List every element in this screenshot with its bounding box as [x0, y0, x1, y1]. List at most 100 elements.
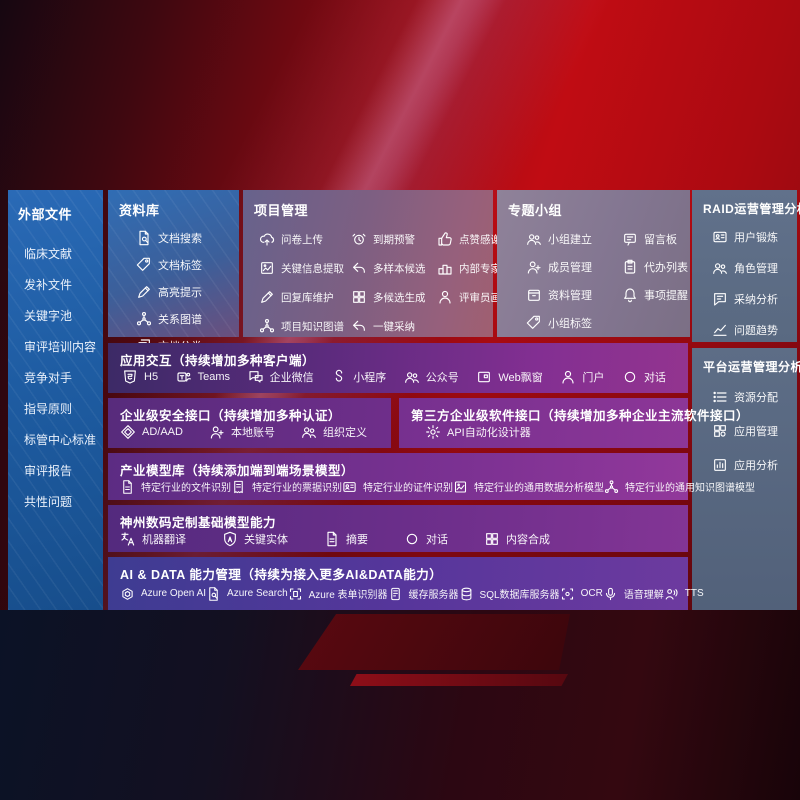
panel-title: 外部文件	[18, 207, 73, 222]
feature-label: 语音理解	[623, 590, 664, 601]
panel-title: 平台运营管理分析	[703, 360, 800, 374]
row-title: 神州数码定制基础模型能力	[120, 516, 277, 530]
feature-label: Teams	[197, 371, 231, 383]
chart-box-icon	[712, 457, 728, 473]
people-icon	[301, 424, 317, 440]
row-title: AI & DATA 能力管理（持续为接入更多AI&DATA能力）	[120, 568, 443, 582]
people-icon	[404, 369, 420, 385]
feature-item: 关系图谱	[136, 311, 228, 327]
feature-item: 缓存服务器	[388, 586, 459, 601]
feature-label: AD/AAD	[142, 426, 183, 438]
feature-label: 用户锻炼	[734, 232, 778, 244]
mini-program-icon	[331, 369, 347, 385]
feature-item: Web飘窗	[476, 369, 543, 385]
feature-item: TTS	[664, 586, 704, 601]
feature-item: 特定行业的证件识别	[342, 479, 453, 494]
pen-icon	[136, 284, 152, 300]
reply-icon	[351, 318, 367, 334]
feature-label: 企业微信	[269, 372, 314, 384]
feature-item: 小程序	[331, 369, 386, 385]
feature-item: 点赞感谢	[437, 231, 522, 247]
feature-list: 文档搜索文档标签高亮提示关系图谱文档分类	[119, 230, 228, 354]
grid-icon	[484, 531, 500, 547]
feature-item: 关键信息提取	[259, 260, 349, 276]
feature-label: 公众号	[425, 372, 459, 384]
feature-item: OCR	[560, 586, 603, 601]
feature-label: 事项提醒	[644, 290, 688, 302]
alarm-icon	[351, 231, 367, 247]
feature-item: 代办列表	[622, 259, 688, 275]
window-icon	[476, 369, 492, 385]
row-title: 第三方企业级软件接口（持续增加多种企业主流软件接口）	[411, 409, 750, 423]
sidebar-item: 临床文献	[24, 247, 73, 261]
feature-grid: 小组建立 留言板 成员管理 代办列表 资料管理 事项提醒 小组标签	[508, 231, 688, 331]
image-icon	[259, 260, 275, 276]
sidebar-item: 审评培训内容	[24, 340, 97, 354]
industry-models-row: 产业模型库（持续添加端到端场景模型） 特定行业的文件识别 特定行业的票据识别 特定行…	[108, 453, 755, 500]
feature-label: SQL数据库服务器	[479, 590, 560, 601]
feature-label: 本地账号	[230, 427, 275, 439]
image-icon	[453, 479, 468, 494]
panel-title: RAID运营管理分析	[703, 202, 800, 216]
sidebar-item: 共性问题	[24, 495, 73, 509]
row-title: 应用交互（持续增加多种客户端）	[120, 354, 316, 368]
feature-item: 多候选生成	[351, 289, 435, 305]
feature-label: 文档搜索	[158, 233, 202, 245]
list-icon	[712, 389, 728, 405]
grid-icon	[351, 289, 367, 305]
feature-row: API自动化设计器	[411, 424, 676, 440]
clipboard-icon	[622, 259, 638, 275]
feature-row: 机器翻译 关键实体 摘要 对话 内容合成	[120, 531, 676, 547]
feature-label: OCR	[580, 588, 603, 599]
doc-icon	[120, 479, 135, 494]
feature-grid: 问卷上传 到期预警 点赞感谢 关键信息提取 多样本候选 内部专家排名 回复库维护 多候选生成评…	[254, 231, 522, 334]
pen-icon	[259, 289, 275, 305]
translate-icon	[120, 531, 136, 547]
tts-icon	[664, 586, 679, 601]
feature-item: 问题趋势	[712, 322, 786, 338]
feature-label: 问卷上传	[281, 233, 323, 246]
doc-search-icon	[206, 586, 221, 601]
feature-label: 项目知识图谱	[281, 320, 344, 333]
feature-label: 回复库维护	[281, 291, 334, 304]
feature-item: 应用管理	[712, 423, 786, 439]
feature-label: 成员管理	[548, 262, 592, 274]
chart-line-icon	[712, 322, 728, 338]
feature-label: 多候选生成	[373, 291, 426, 304]
feature-label: 机器翻译	[142, 534, 186, 546]
chat-icon	[622, 369, 638, 385]
chat-icon	[404, 531, 420, 547]
teams-icon	[176, 369, 192, 385]
feature-item: 事项提醒	[622, 287, 688, 303]
feature-item: 本地账号	[209, 424, 275, 440]
person-icon	[560, 369, 576, 385]
network-icon	[136, 311, 152, 327]
scan-icon	[288, 586, 303, 601]
bell-icon	[622, 287, 638, 303]
feature-item: API自动化设计器	[425, 424, 531, 440]
feature-label: Web飘窗	[498, 372, 543, 384]
people-icon	[712, 260, 728, 276]
tag-icon	[136, 257, 152, 273]
feature-row: AD/AAD 本地账号 组织定义	[120, 424, 379, 440]
panel-title: 项目管理	[254, 203, 309, 218]
id-card-icon	[712, 229, 728, 245]
feature-item: 特定行业的通用数据分析模型	[453, 479, 604, 494]
monitor-stand-shape	[298, 614, 570, 670]
raid-analysis-panel: RAID运营管理分析 用户锻炼 角色管理 采纳分析 问题趋势	[692, 190, 800, 342]
feature-row: 特定行业的文件识别 特定行业的票据识别 特定行业的证件识别 特定行业的通用数据分析模型…	[120, 479, 755, 494]
feature-label: 特定行业的通用知识图谱模型	[625, 483, 755, 494]
feature-list: 用户锻炼 角色管理 采纳分析 问题趋势	[703, 229, 786, 338]
feature-item: 小组标签	[526, 315, 622, 331]
panel-title: 资料库	[119, 203, 160, 218]
feature-label: TTS	[684, 588, 704, 599]
feature-row: H5 Teams 企业微信 小程序 公众号 Web飘窗 门户 对话	[120, 369, 676, 385]
security-interface-row: 企业级安全接口（持续增加多种认证） AD/AAD 本地账号 组织定义	[108, 398, 391, 448]
feature-item: 对话	[404, 531, 448, 547]
feature-item: Azure Open AI	[120, 586, 206, 601]
library-panel: 资料库 文档搜索文档标签高亮提示关系图谱文档分类	[108, 190, 239, 353]
feature-item: 成员管理	[526, 259, 622, 275]
chat-qa-icon	[712, 291, 728, 307]
network-icon	[604, 479, 619, 494]
